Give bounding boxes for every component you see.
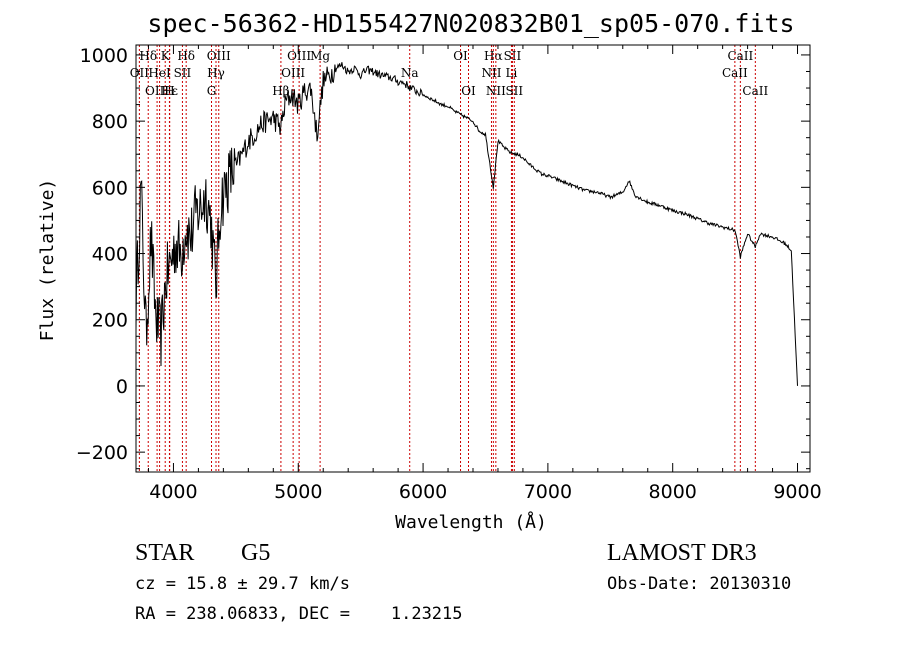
y-tick-label: −200 bbox=[76, 442, 128, 464]
obs-date: Obs-Date: 20130310 bbox=[607, 574, 792, 594]
line-label: Hδ bbox=[177, 49, 195, 63]
line-label: SII bbox=[504, 49, 522, 63]
line-label: HeI bbox=[148, 66, 171, 80]
chart-title: spec-56362-HD155427N020832B01_sp05-070.f… bbox=[147, 9, 794, 38]
axis-ticks: 4000 5000 6000 7000 8000 9000 −200 0 200 400 600 80… bbox=[76, 45, 822, 503]
object-subclass: G5 bbox=[241, 540, 271, 566]
y-tick-label: 600 bbox=[92, 177, 128, 199]
x-tick-label: 9000 bbox=[773, 481, 821, 503]
line-label: Mg bbox=[310, 49, 330, 63]
line-label: OIII bbox=[207, 49, 231, 63]
y-tick-label: 0 bbox=[116, 376, 128, 398]
y-axis-label: Flux (relative) bbox=[37, 179, 58, 342]
survey-name: LAMOST DR3 bbox=[607, 540, 757, 566]
y-tick-label: 1000 bbox=[80, 45, 128, 67]
x-tick-label: 8000 bbox=[649, 481, 697, 503]
spectrum-series bbox=[135, 62, 798, 386]
line-label: NII bbox=[486, 84, 506, 98]
x-tick-label: 4000 bbox=[149, 481, 197, 503]
line-label: OI bbox=[461, 84, 476, 98]
y-tick-label: 400 bbox=[92, 244, 128, 266]
spectrum-line bbox=[135, 62, 798, 386]
redshift-readout: cz = 15.8 ± 29.7 km/s bbox=[135, 574, 350, 594]
line-label: OI bbox=[453, 49, 468, 63]
line-label: Na bbox=[401, 66, 419, 80]
line-label: Li bbox=[506, 66, 518, 80]
x-tick-label: 5000 bbox=[274, 481, 322, 503]
plot-frame bbox=[135, 44, 811, 473]
line-label: OIII bbox=[287, 49, 311, 63]
line-label: Hγ bbox=[207, 66, 225, 80]
coordinates: RA = 238.06833, DEC = 1.23215 bbox=[135, 604, 463, 624]
x-axis-label: Wavelength (Å) bbox=[395, 511, 547, 533]
line-label: Hβ bbox=[272, 84, 289, 98]
line-label: OIII bbox=[281, 66, 305, 80]
line-label: OIII bbox=[145, 84, 169, 98]
object-class: STAR bbox=[135, 540, 195, 566]
line-label: NII bbox=[481, 66, 501, 80]
line-label: OII bbox=[130, 66, 150, 80]
line-label: CaII bbox=[722, 66, 748, 80]
y-tick-label: 200 bbox=[92, 310, 128, 332]
line-label: K bbox=[161, 49, 171, 63]
line-label: Hδ bbox=[139, 49, 157, 63]
line-label: Hα bbox=[484, 49, 503, 63]
x-tick-label: 7000 bbox=[524, 481, 572, 503]
x-tick-label: 6000 bbox=[399, 481, 447, 503]
line-label: CaII bbox=[742, 84, 768, 98]
line-label: H bbox=[164, 84, 174, 98]
line-label: G bbox=[207, 84, 217, 98]
line-label: SII bbox=[505, 84, 523, 98]
line-label: SII bbox=[174, 66, 192, 80]
y-tick-label: 800 bbox=[92, 111, 128, 133]
line-label: CaII bbox=[727, 49, 753, 63]
